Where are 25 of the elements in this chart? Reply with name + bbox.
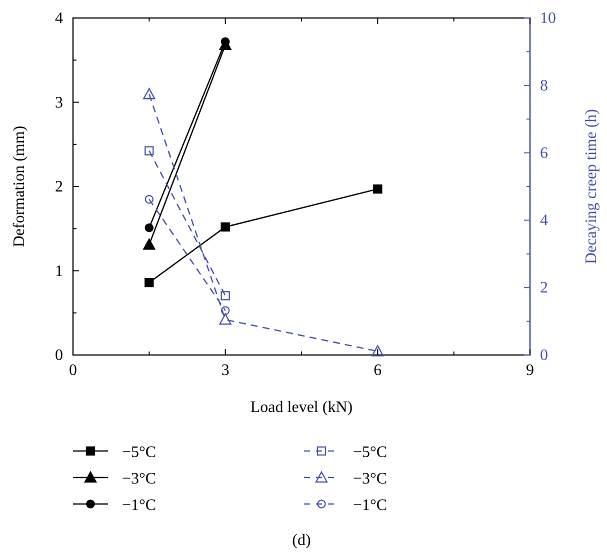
- y-tick-label: 1: [55, 262, 63, 280]
- y2-axis-title: Decaying creep time (h): [583, 108, 600, 264]
- y-tick-label: 3: [55, 94, 63, 112]
- y2-tick-label: 2: [540, 280, 548, 297]
- y-tick-label: 4: [55, 10, 63, 27]
- x-tick-label: 9: [526, 362, 534, 379]
- x-tick-label: 6: [374, 362, 382, 379]
- legend-label: −1°C: [122, 497, 156, 514]
- legend-label: −3°C: [353, 470, 388, 488]
- legend-label: −5°C: [122, 444, 156, 461]
- legend-label: −5°C: [353, 444, 388, 461]
- y2-tick-label: 0: [540, 347, 548, 364]
- y2-tick-label: 10: [540, 10, 556, 27]
- legend-label: −1°C: [353, 497, 388, 514]
- y2-tick-label: 6: [540, 144, 548, 162]
- y2-tick-label: 4: [540, 212, 548, 230]
- y-axis-title: Deformation (mm): [11, 126, 28, 248]
- legend-label: −3°C: [122, 470, 156, 488]
- text: (d): [292, 532, 311, 549]
- y2-tick-label: 8: [540, 77, 548, 94]
- x-tick-label: 0: [69, 362, 77, 379]
- x-axis-title: Load level (kN): [250, 399, 353, 416]
- y-tick-label: 0: [55, 347, 63, 364]
- x-tick-label: 3: [221, 362, 230, 379]
- y-tick-label: 2: [55, 178, 63, 196]
